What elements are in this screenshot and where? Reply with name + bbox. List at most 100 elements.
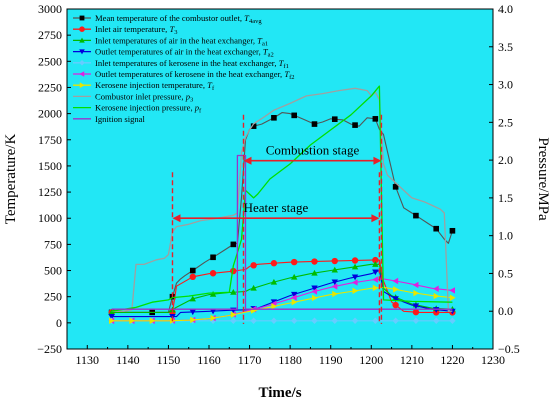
x-tick-label: 1220 [440, 353, 464, 367]
data-point [372, 256, 379, 264]
data-point [351, 257, 359, 264]
tick-labels: 1130 1140 1150 1160 1170 1180 1190 1200 1210 1220… [37, 2, 520, 367]
x-tick-label: 1140 [116, 353, 140, 367]
data-point [79, 71, 85, 77]
data-point [209, 290, 217, 297]
data-point [79, 60, 85, 66]
legend-label-text: Inlet air temperature, [95, 24, 169, 34]
series-line [111, 85, 453, 312]
legend-label: Inlet temperatures of kerosene in the he… [95, 58, 289, 70]
data-point [189, 309, 196, 316]
y2-tick-label: 0.0 [498, 304, 513, 318]
legend-label-variable: p [194, 103, 200, 113]
y-tick-label: 2750 [38, 28, 62, 42]
y-tick-label: 250 [44, 290, 62, 304]
legend-item: Inlet temperatures of kerosene in the he… [73, 58, 289, 70]
legend-label-variable: T [244, 13, 250, 23]
y2-tick-label: 1.0 [498, 229, 513, 243]
legend-label-text: Mean temperature of the combustor outlet… [95, 13, 244, 23]
data-point [449, 294, 456, 301]
y-tick-label: 0 [56, 316, 62, 330]
data-point [250, 262, 257, 269]
series-line [111, 286, 453, 322]
y-axis-label: Temperature/K [3, 134, 19, 225]
series-line [111, 154, 453, 310]
legend-label-text: Outlet temperatures of air in the heat e… [95, 47, 263, 57]
data-point [209, 270, 217, 277]
legend-label-variable: T [257, 35, 263, 45]
data-point [392, 277, 399, 285]
data-point [230, 241, 237, 248]
data-point [352, 122, 358, 128]
legend-item: Kerosene injection temperature, Tf [73, 80, 215, 92]
data-point [351, 317, 359, 324]
data-point [412, 308, 420, 316]
data-point [412, 317, 420, 324]
data-point [291, 112, 297, 119]
legend-label: Mean temperature of the combustor outlet… [95, 13, 262, 25]
legend-label-text: Kerosene injection pressure, [95, 103, 195, 113]
y2-tick-label: 0.5 [498, 266, 513, 280]
legend-label: Ignition signal [95, 114, 146, 124]
legend-label: Inlet air temperature, T3 [95, 24, 177, 36]
legend-label-text: Ignition signal [95, 114, 146, 124]
legend-label-text: Kerosene injection temperature, [95, 80, 207, 90]
y-tick-label: −250 [37, 342, 62, 356]
y2-tick-label: 1.5 [498, 191, 513, 205]
data-point [230, 311, 237, 318]
y-tick-label: 1500 [38, 159, 62, 173]
legend-label: Kerosene injection temperature, Tf [95, 80, 215, 92]
data-point [291, 258, 298, 266]
data-point [351, 279, 358, 286]
data-point [209, 308, 217, 315]
y-tick-label: 1750 [38, 133, 62, 147]
data-point [332, 290, 338, 298]
data-point [331, 283, 338, 290]
data-point [433, 285, 439, 292]
data-point [79, 15, 85, 21]
series-layer [108, 85, 456, 324]
legend-label-text: Combustor inlet pressure, [95, 91, 186, 101]
legend-label-subscript: a2 [268, 52, 274, 59]
legend-label-text: Inlet temperatures of kerosene in the he… [95, 58, 279, 68]
legend-item: Combustor inlet pressure, p3 [73, 91, 193, 103]
legend-item: Kerosene injection pressure, pf [73, 103, 202, 115]
series-4 [108, 269, 456, 320]
legend-label: Outlet temperatures of air in the heat e… [95, 47, 274, 59]
data-point [372, 261, 379, 267]
data-point [449, 287, 455, 294]
data-point [129, 317, 136, 324]
data-point [392, 184, 399, 190]
data-point [79, 82, 85, 88]
data-point [210, 314, 217, 322]
legend-item: Outlet temperatures of air in the heat e… [73, 47, 274, 59]
x-tick-label: 1230 [481, 353, 505, 367]
data-point [392, 301, 399, 309]
legend-label-variable: p [185, 91, 191, 101]
legend-item: Mean temperature of the combustor outlet… [73, 13, 262, 25]
legend-label-variable: T [207, 80, 213, 90]
data-point [372, 276, 378, 283]
data-point [79, 37, 85, 43]
y-tick-label: 1250 [38, 185, 62, 199]
data-point [270, 278, 278, 285]
data-point [433, 225, 439, 232]
data-point [291, 317, 298, 324]
y-tick-label: 2500 [38, 54, 62, 68]
y2-tick-label: 3.5 [498, 40, 513, 54]
x-tick-label: 1150 [157, 353, 181, 367]
y2-tick-label: 4.0 [498, 2, 513, 16]
data-point [412, 303, 420, 310]
data-point [351, 274, 359, 281]
data-point [433, 317, 440, 324]
x-tick-label: 1180 [278, 353, 302, 367]
series-7 [109, 284, 456, 324]
data-point [230, 289, 237, 295]
data-point [331, 257, 338, 265]
series-line [111, 263, 453, 313]
legend-label: Inlet temperatures of air in the heat ex… [95, 35, 268, 47]
legend-item: Outlet temperatures of kerosene in the h… [73, 69, 295, 81]
legend-label-text: Inlet temperatures of air in the heat ex… [95, 35, 257, 45]
y-tick-label: 2250 [38, 80, 62, 94]
legend-label-subscript: f1 [283, 63, 288, 70]
